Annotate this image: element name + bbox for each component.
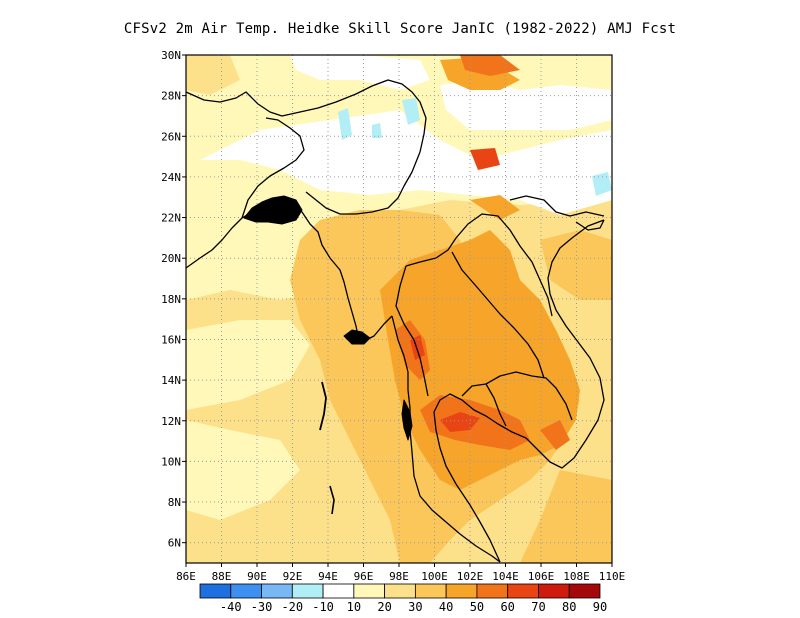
lon-label: 94E	[318, 570, 338, 583]
skill-region-23	[592, 172, 612, 196]
lat-label: 12N	[161, 415, 181, 428]
skill-region-20	[338, 108, 352, 140]
lon-label: 104E	[492, 570, 519, 583]
colorbar-swatch	[476, 583, 509, 599]
colorbar-swatch	[261, 583, 293, 599]
colorbar-label: 80	[562, 600, 576, 614]
mergui-archipelago	[401, 399, 413, 441]
lon-label: 100E	[421, 570, 448, 583]
border-bangladesh-india	[241, 117, 305, 219]
lon-label: 86E	[176, 570, 196, 583]
border-north	[185, 79, 427, 153]
skill-region-14	[540, 420, 570, 450]
lat-label: 6N	[168, 537, 181, 550]
border-thai-cambodia	[461, 383, 507, 427]
border-india-myanmar	[305, 151, 421, 215]
skill-region-22	[372, 123, 382, 138]
lon-label: 90E	[247, 570, 267, 583]
colorbar-swatch	[445, 583, 478, 599]
chart-title: CFSv2 2m Air Temp. Heidke Skill Score Ja…	[123, 21, 677, 37]
colorbar-label: 60	[500, 600, 514, 614]
colorbar-swatch	[291, 583, 324, 599]
lat-label: 20N	[161, 252, 181, 265]
lon-label: 88E	[212, 570, 232, 583]
colorbar-swatch	[507, 583, 539, 599]
colorbar-label: 40	[439, 600, 453, 614]
border-cambodia	[485, 371, 573, 421]
border-laos	[451, 251, 545, 379]
colorbar: -40 -30 -20 -10 10 20 30 40 50 60 70 80 90	[199, 583, 607, 614]
lat-label: 14N	[161, 374, 181, 387]
lat-label: 28N	[161, 90, 181, 103]
lon-label: 110E	[599, 570, 626, 583]
lon-label: 98E	[389, 570, 409, 583]
colorbar-label: 20	[377, 600, 391, 614]
border-myanmar-thailand	[395, 265, 429, 397]
skill-region-13	[460, 55, 520, 76]
hainan	[575, 219, 605, 231]
colorbar-swatch	[353, 583, 386, 599]
lon-label: 92E	[283, 570, 303, 583]
irrawaddy-delta	[343, 329, 371, 345]
skill-region-7	[520, 470, 612, 563]
lat-label: 30N	[161, 49, 181, 62]
skill-region-21	[402, 98, 420, 125]
colorbar-swatch	[230, 583, 262, 599]
border-thailand	[405, 213, 553, 317]
skill-region-2	[290, 55, 430, 90]
colorbar-swatch	[322, 583, 355, 599]
coastline-peninsula	[391, 315, 501, 563]
skill-region-9	[470, 195, 520, 220]
lon-label: 106E	[528, 570, 555, 583]
skill-region-10	[440, 58, 520, 90]
skill-region-18	[540, 230, 612, 300]
colorbar-swatch	[199, 583, 232, 599]
lat-label: 26N	[161, 130, 181, 143]
colorbar-label: -10	[312, 600, 334, 614]
colorbar-swatch	[384, 583, 416, 599]
colorbar-label: 70	[531, 600, 545, 614]
lon-label: 108E	[563, 570, 590, 583]
andaman-islands	[319, 381, 327, 431]
colorbar-label: -20	[281, 600, 303, 614]
lat-label: 24N	[161, 171, 181, 184]
colorbar-label: 50	[470, 600, 484, 614]
colorbar-swatch	[414, 583, 447, 599]
skill-region-3	[440, 80, 612, 130]
latitude-labels: 6N 8N 10N 12N 14N 16N 18N 20N 22N 24N 26N 28N 30N	[161, 49, 186, 550]
colorbar-label: -40	[220, 600, 242, 614]
lat-label: 18N	[161, 293, 181, 306]
colorbar-label: 10	[347, 600, 361, 614]
skill-region-4	[186, 320, 310, 410]
coastlines-borders	[185, 79, 605, 563]
skill-region-16	[470, 148, 500, 170]
longitude-labels: 86E 88E 90E 92E 94E 96E 98E 100E 102E 104E 106E 108…	[176, 563, 625, 583]
colorbar-swatch	[538, 583, 570, 599]
colorbar-swatch	[568, 583, 601, 599]
nicobar-islands	[329, 485, 335, 515]
skill-region-5	[186, 420, 300, 520]
border-china	[509, 195, 605, 217]
lon-label: 96E	[354, 570, 374, 583]
colorbar-label: -30	[251, 600, 273, 614]
ganges-delta	[243, 195, 303, 225]
coastline-vietnam	[525, 219, 605, 469]
coastline-gulf	[433, 393, 527, 563]
lat-label: 10N	[161, 455, 181, 468]
lat-label: 16N	[161, 333, 181, 346]
gridlines	[186, 55, 612, 563]
lon-label: 102E	[457, 570, 484, 583]
skill-field	[186, 55, 612, 563]
colorbar-label: 30	[408, 600, 422, 614]
skill-region-19	[186, 55, 240, 95]
lat-label: 22N	[161, 212, 181, 225]
lat-label: 8N	[168, 496, 181, 509]
colorbar-label: 90	[593, 600, 607, 614]
